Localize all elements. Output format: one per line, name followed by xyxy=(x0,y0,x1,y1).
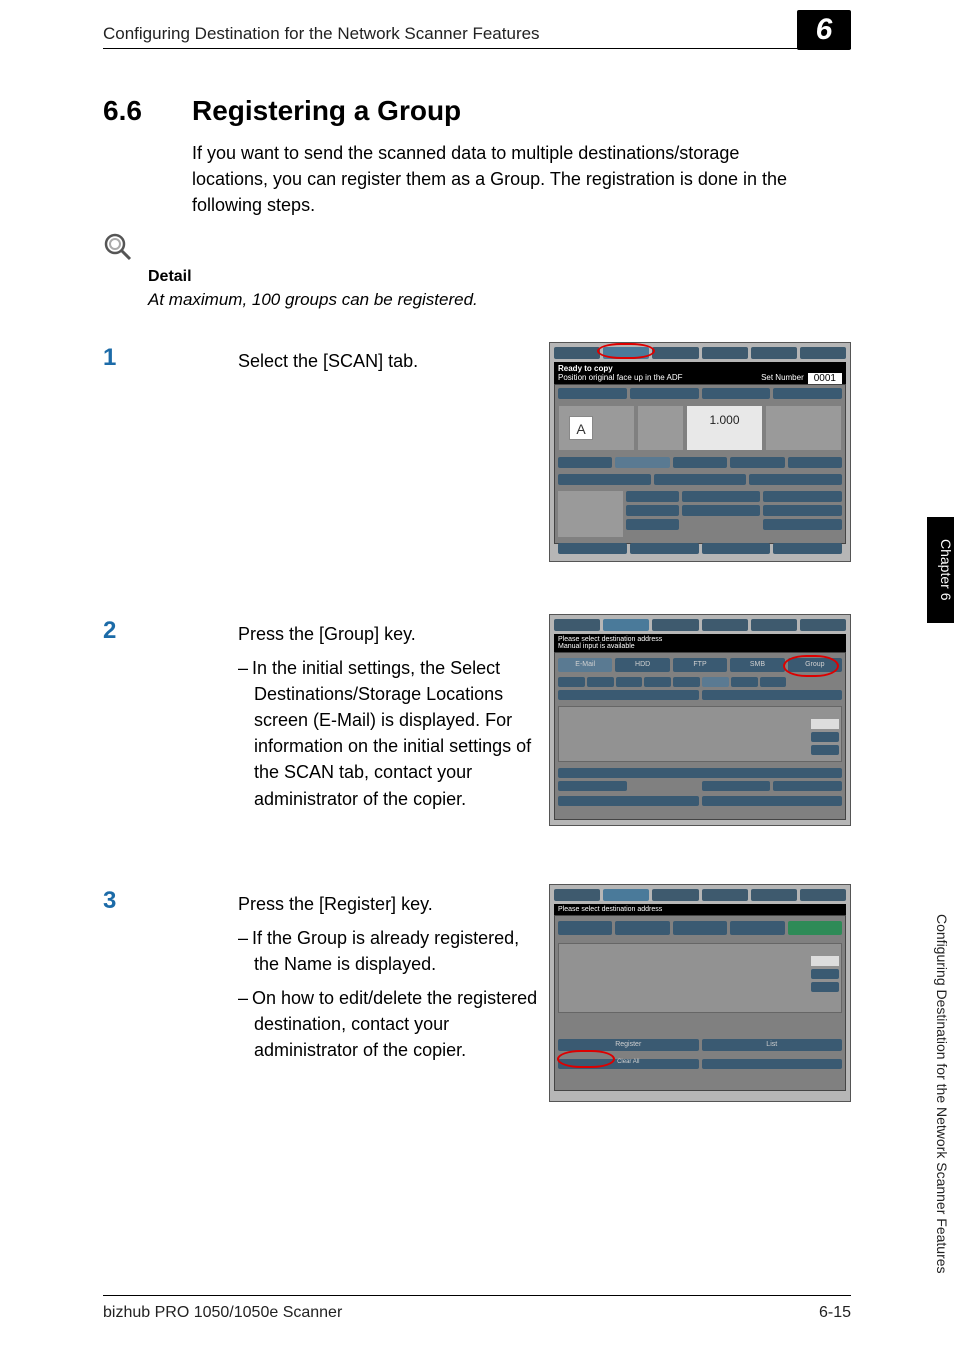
screenshot-group-key: Please select destination address Manual… xyxy=(549,614,851,826)
shot3-group xyxy=(788,921,842,935)
shot2-tab xyxy=(751,619,797,631)
step1-text: Select the [SCAN] tab. xyxy=(238,348,538,374)
shot2-tab xyxy=(702,619,748,631)
shot3-title: Please select destination address xyxy=(558,906,662,913)
chapter-badge: 6 xyxy=(797,10,851,50)
screenshot-register-key: Please select destination address Regist… xyxy=(549,884,851,1102)
shot3-tab xyxy=(751,889,797,901)
shot2-sub: Manual input is available xyxy=(558,643,635,650)
detail-text: At maximum, 100 groups can be registered… xyxy=(148,290,478,310)
shot1-tab xyxy=(554,347,600,359)
step2-text: Press the [Group] key. xyxy=(238,621,538,647)
shot3-smb xyxy=(730,921,784,935)
shot2-smb: SMB xyxy=(730,658,784,672)
shot1-tab xyxy=(800,347,846,359)
side-section-tab: Configuring Destination for the Network … xyxy=(934,914,950,1274)
section-number: 6.6 xyxy=(103,95,142,127)
shot1-tab xyxy=(652,347,698,359)
shot1-setnum: 0001 xyxy=(808,373,842,384)
shot2-email: E-Mail xyxy=(558,658,612,672)
shot1-a: A xyxy=(569,416,593,440)
shot3-tab xyxy=(702,889,748,901)
step3-text: Press the [Register] key. xyxy=(238,891,538,917)
shot1-pos: Position original face up in the ADF xyxy=(558,373,683,382)
highlight-ring-icon xyxy=(597,343,655,359)
shot1-tab xyxy=(702,347,748,359)
shot1-tab xyxy=(751,347,797,359)
step1-number: 1 xyxy=(103,344,116,372)
footer-rule xyxy=(103,1295,851,1296)
shot1-ready: Ready to copy xyxy=(558,364,613,373)
shot3-list: List xyxy=(702,1039,843,1051)
shot2-hdd: HDD xyxy=(615,658,669,672)
step2-sub: –In the initial settings, the Select Des… xyxy=(238,655,538,812)
step3-number: 3 xyxy=(103,887,116,915)
header-title: Configuring Destination for the Network … xyxy=(103,24,540,44)
highlight-ring-icon xyxy=(783,655,839,677)
footer-left: bizhub PRO 1050/1050e Scanner xyxy=(103,1304,342,1322)
detail-label: Detail xyxy=(148,268,192,286)
highlight-ring-icon xyxy=(557,1050,615,1068)
shot3-tab xyxy=(652,889,698,901)
shot3-email xyxy=(558,921,612,935)
shot3-tab xyxy=(554,889,600,901)
shot2-tab xyxy=(800,619,846,631)
shot1-zoom: 1.000 xyxy=(687,406,762,450)
header-rule xyxy=(103,48,851,49)
shot2-title: Please select destination address xyxy=(558,636,662,643)
intro-paragraph: If you want to send the scanned data to … xyxy=(192,140,787,218)
section-title: Registering a Group xyxy=(192,95,461,127)
side-chapter-tab: Chapter 6 xyxy=(927,517,954,623)
shot2-ftp: FTP xyxy=(673,658,727,672)
step3-sub1: –If the Group is already registered, the… xyxy=(238,925,538,977)
shot3-hdd xyxy=(615,921,669,935)
shot3-ftp xyxy=(673,921,727,935)
shot3-tab xyxy=(603,889,649,901)
shot2-tab xyxy=(603,619,649,631)
shot1-set: Set Number xyxy=(761,373,804,382)
magnifier-icon xyxy=(103,232,133,262)
shot2-tab xyxy=(652,619,698,631)
screenshot-scan-tab: Ready to copy Position original face up … xyxy=(549,342,851,562)
step2-number: 2 xyxy=(103,617,116,645)
shot3-tab xyxy=(800,889,846,901)
footer-right: 6-15 xyxy=(819,1304,851,1322)
step3-sub2: –On how to edit/delete the registered de… xyxy=(238,985,538,1063)
shot2-tab xyxy=(554,619,600,631)
